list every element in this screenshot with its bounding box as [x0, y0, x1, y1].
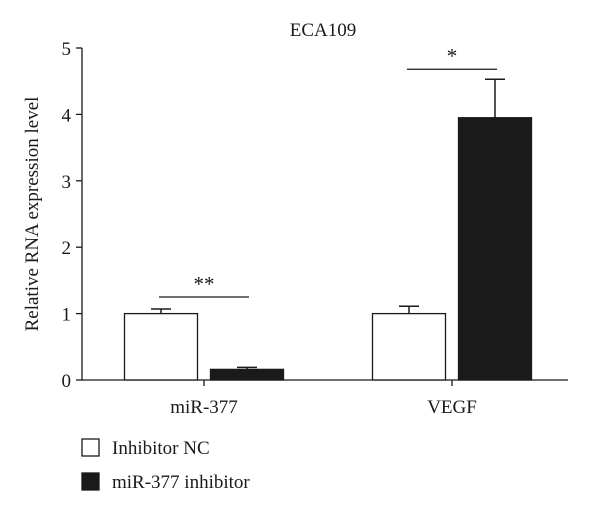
- legend-label: miR-377 inhibitor: [112, 472, 250, 493]
- bar: [123, 312, 199, 381]
- y-tick-label: 2: [62, 238, 72, 259]
- y-tick-label: 3: [62, 172, 72, 193]
- y-tick-label: 0: [62, 371, 72, 392]
- legend-label: Inhibitor NC: [112, 438, 210, 459]
- y-tick-label: 5: [62, 39, 72, 60]
- error-bars-group: [151, 78, 505, 370]
- significance-group: ***: [159, 44, 497, 298]
- y-tick-label: 1: [62, 305, 72, 326]
- x-axis: miR-377 VEGF: [82, 379, 568, 418]
- significance-label: **: [194, 272, 215, 296]
- legend-swatch: [81, 472, 100, 491]
- chart-title: ECA109: [290, 20, 357, 41]
- significance-label: *: [447, 44, 458, 68]
- bar: [457, 117, 533, 381]
- y-axis: 0 1 2 3 4 5: [62, 39, 83, 392]
- bars-group: [123, 117, 533, 381]
- x-category-label: VEGF: [427, 397, 477, 418]
- y-tick-label: 4: [62, 105, 72, 126]
- y-axis-label: Relative RNA expression level: [22, 97, 43, 332]
- legend: Inhibitor NC miR-377 inhibitor: [81, 438, 250, 493]
- bar: [371, 312, 447, 381]
- x-category-label: miR-377: [170, 397, 238, 418]
- legend-swatch: [81, 438, 100, 457]
- bar: [209, 368, 285, 381]
